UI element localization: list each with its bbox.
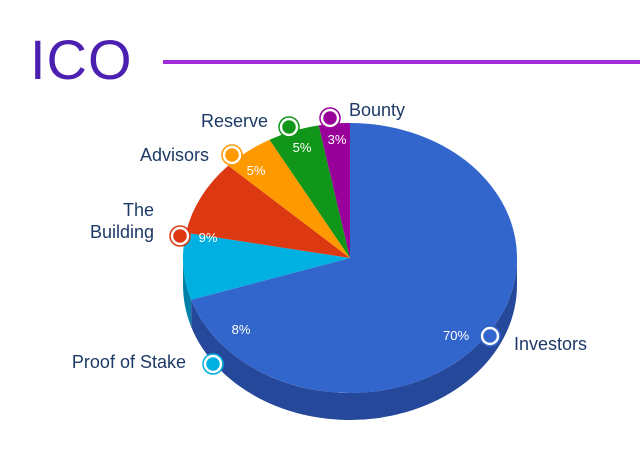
marker-proof-of-stake bbox=[203, 354, 223, 374]
pie-slices bbox=[183, 123, 517, 394]
label-proof-of-stake: Proof of Stake bbox=[72, 352, 186, 372]
value-label-proof-of-stake: 8% bbox=[232, 322, 251, 337]
value-label-advisors: 5% bbox=[247, 163, 266, 178]
page-title: ICO bbox=[30, 28, 133, 91]
marker-ring-advisors bbox=[221, 144, 243, 166]
label-the-building: The Building bbox=[90, 200, 154, 242]
pie-slice-investors[interactable] bbox=[191, 123, 517, 394]
title-divider bbox=[163, 60, 640, 64]
label-reserve: Reserve bbox=[201, 111, 268, 131]
pie-sides bbox=[183, 258, 517, 420]
pie-slice-the-building[interactable] bbox=[185, 165, 350, 258]
pie-slice-bounty[interactable] bbox=[318, 123, 350, 258]
marker-ring-bounty bbox=[319, 107, 341, 129]
pie-slice-proof-of-stake[interactable] bbox=[183, 232, 350, 300]
label-advisors: Advisors bbox=[140, 145, 209, 165]
pie-slice-advisors[interactable] bbox=[228, 139, 350, 258]
label-investors: Investors bbox=[514, 334, 587, 354]
marker-ring-reserve bbox=[278, 116, 300, 138]
pie-side-1-0 bbox=[183, 258, 192, 327]
pie-labels: Investors 70% Proof of Stake 8% The Building 9… bbox=[72, 100, 587, 375]
value-label-the-building: 9% bbox=[199, 230, 218, 245]
label-bounty: Bounty bbox=[349, 100, 405, 120]
marker-bounty bbox=[320, 108, 340, 128]
marker-investors bbox=[480, 326, 500, 346]
value-label-investors: 70% bbox=[443, 328, 469, 343]
value-label-reserve: 5% bbox=[293, 140, 312, 155]
pie-slice-reserve[interactable] bbox=[269, 125, 350, 258]
marker-the-building bbox=[170, 226, 190, 246]
marker-ring-investors bbox=[479, 325, 501, 347]
marker-reserve bbox=[279, 117, 299, 137]
marker-advisors bbox=[222, 145, 242, 165]
value-label-bounty: 3% bbox=[328, 132, 347, 147]
pie-side-0-0 bbox=[191, 258, 517, 420]
marker-ring-proof-of-stake bbox=[202, 353, 224, 375]
marker-ring-the-building bbox=[169, 225, 191, 247]
